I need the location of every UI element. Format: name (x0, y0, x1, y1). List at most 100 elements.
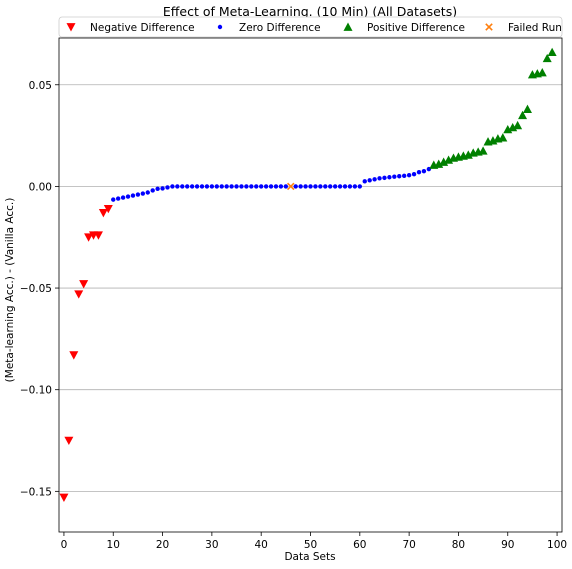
y-tick-label: −0.05 (20, 283, 52, 295)
x-tick-label: 10 (107, 539, 120, 551)
data-point (283, 184, 289, 189)
data-point (130, 193, 136, 198)
data-point (204, 184, 210, 189)
data-point (199, 184, 205, 189)
data-point (372, 177, 377, 182)
chart-title: Effect of Meta-Learning. (10 Min) (All D… (163, 4, 457, 19)
data-point (518, 110, 528, 120)
legend-label: Positive Difference (367, 22, 465, 34)
data-point (328, 184, 333, 189)
data-point (522, 104, 532, 113)
data-point (59, 493, 69, 502)
x-tick-label: 60 (353, 539, 366, 551)
data-point (308, 184, 313, 189)
data-point (189, 184, 195, 189)
data-point (249, 184, 254, 189)
data-point (377, 176, 382, 181)
data-point (303, 184, 308, 189)
data-point (318, 184, 323, 189)
legend-box (58, 16, 563, 38)
data-point (180, 184, 185, 189)
series-negative-difference (59, 204, 113, 502)
y-tick-label: 0.05 (29, 80, 52, 92)
data-point (150, 188, 155, 193)
data-point (547, 47, 557, 57)
data-point (367, 178, 372, 183)
data-point (382, 175, 387, 181)
x-tick-label: 80 (452, 539, 465, 551)
data-point (542, 53, 552, 63)
data-point (254, 184, 259, 189)
data-point (323, 184, 328, 189)
x-tick-label: 30 (205, 539, 218, 551)
data-point (69, 351, 79, 360)
data-point (224, 184, 229, 189)
x-tick-label: 0 (61, 539, 68, 551)
data-point (84, 233, 94, 242)
y-axis-ticks: −0.15 −0.10 −0.05 0.00 0.05 (20, 80, 59, 498)
data-point (332, 184, 338, 189)
data-point (145, 190, 150, 195)
data-point (155, 186, 160, 192)
y-tick-label: 0.00 (29, 181, 52, 193)
x-axis-ticks: 0 10 20 30 40 50 60 70 80 90 100 (61, 532, 567, 551)
data-point (273, 184, 279, 189)
data-point (115, 196, 121, 201)
data-point (416, 169, 422, 175)
axes-frame (58, 37, 563, 533)
data-point (263, 184, 269, 189)
x-tick-label: 90 (501, 539, 514, 551)
data-point (478, 146, 488, 155)
data-point (170, 184, 175, 189)
data-point (98, 209, 108, 218)
legend-marker (485, 23, 493, 31)
data-point (209, 184, 215, 189)
data-point (293, 184, 298, 189)
data-point (175, 184, 180, 189)
series-positive-difference (429, 47, 557, 169)
x-tick-label: 40 (254, 539, 267, 551)
data-point (401, 173, 407, 179)
legend-marker (343, 22, 353, 31)
data-point (74, 290, 84, 299)
legend-label: Failed Run (508, 22, 562, 34)
data-point (244, 184, 249, 189)
series-zero-difference (111, 166, 432, 202)
y-tick-label: −0.10 (20, 385, 52, 397)
data-points (59, 47, 557, 502)
data-point (194, 184, 200, 189)
data-point (258, 184, 264, 189)
data-point (135, 192, 141, 197)
data-point (79, 280, 89, 289)
data-point (298, 184, 303, 189)
data-point (278, 184, 284, 189)
data-point (103, 204, 113, 214)
x-tick-label: 50 (304, 539, 317, 551)
x-tick-label: 20 (156, 539, 169, 551)
data-point (120, 195, 126, 200)
data-point (287, 182, 295, 191)
series-failed-run (287, 182, 295, 191)
data-point (362, 179, 367, 184)
data-point (160, 186, 165, 191)
data-point (347, 184, 353, 189)
data-point (93, 231, 103, 240)
data-point (537, 68, 547, 77)
data-point (234, 184, 239, 189)
data-point (268, 184, 274, 189)
data-point (219, 184, 224, 189)
data-point (185, 184, 190, 189)
data-point (229, 184, 234, 189)
legend-label: Zero Difference (239, 22, 321, 34)
data-point (313, 184, 318, 189)
legend-marker (66, 23, 76, 32)
data-point (140, 191, 146, 196)
data-point (214, 184, 220, 189)
data-point (357, 184, 363, 189)
grid-lines (59, 84, 562, 492)
y-tick-label: −0.15 (20, 486, 52, 498)
legend-marker (217, 24, 223, 30)
data-point (352, 184, 358, 189)
x-tick-label: 70 (402, 539, 415, 551)
